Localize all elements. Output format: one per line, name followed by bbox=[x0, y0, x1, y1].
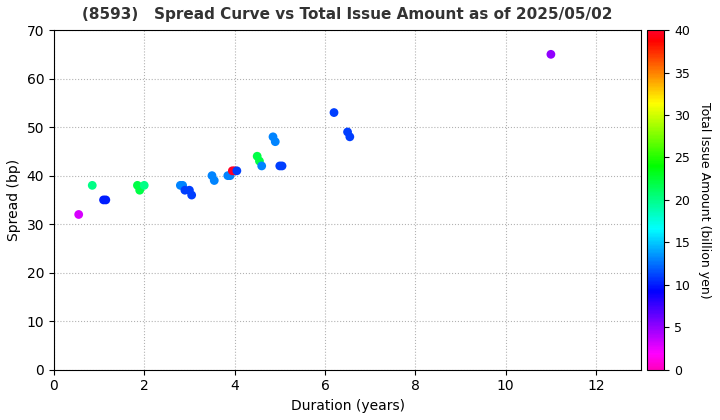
Point bbox=[179, 187, 191, 194]
Point bbox=[222, 172, 233, 179]
Point bbox=[231, 168, 243, 174]
Point bbox=[545, 51, 557, 58]
Y-axis label: Total Issue Amount (billion yen): Total Issue Amount (billion yen) bbox=[698, 102, 711, 298]
Point bbox=[100, 197, 112, 203]
Point bbox=[86, 182, 98, 189]
Point bbox=[342, 129, 354, 135]
Point bbox=[134, 187, 145, 194]
Point bbox=[138, 182, 150, 189]
Point bbox=[267, 134, 279, 140]
Point bbox=[206, 172, 217, 179]
Point bbox=[227, 168, 238, 174]
Point bbox=[184, 187, 195, 194]
X-axis label: Duration (years): Duration (years) bbox=[291, 399, 405, 413]
Point bbox=[225, 172, 236, 179]
Point bbox=[344, 134, 356, 140]
Point bbox=[175, 182, 186, 189]
Point bbox=[177, 182, 189, 189]
Point bbox=[269, 138, 281, 145]
Point bbox=[98, 197, 109, 203]
Point bbox=[328, 109, 340, 116]
Point bbox=[274, 163, 286, 169]
Point bbox=[186, 192, 197, 198]
Point bbox=[251, 153, 263, 160]
Point bbox=[132, 182, 143, 189]
Point bbox=[73, 211, 84, 218]
Point bbox=[276, 163, 288, 169]
Point bbox=[256, 163, 267, 169]
Point bbox=[253, 158, 265, 165]
Point bbox=[229, 168, 240, 174]
Title: (8593)   Spread Curve vs Total Issue Amount as of 2025/05/02: (8593) Spread Curve vs Total Issue Amoun… bbox=[82, 7, 613, 22]
Y-axis label: Spread (bp): Spread (bp) bbox=[7, 159, 21, 241]
Point bbox=[209, 177, 220, 184]
